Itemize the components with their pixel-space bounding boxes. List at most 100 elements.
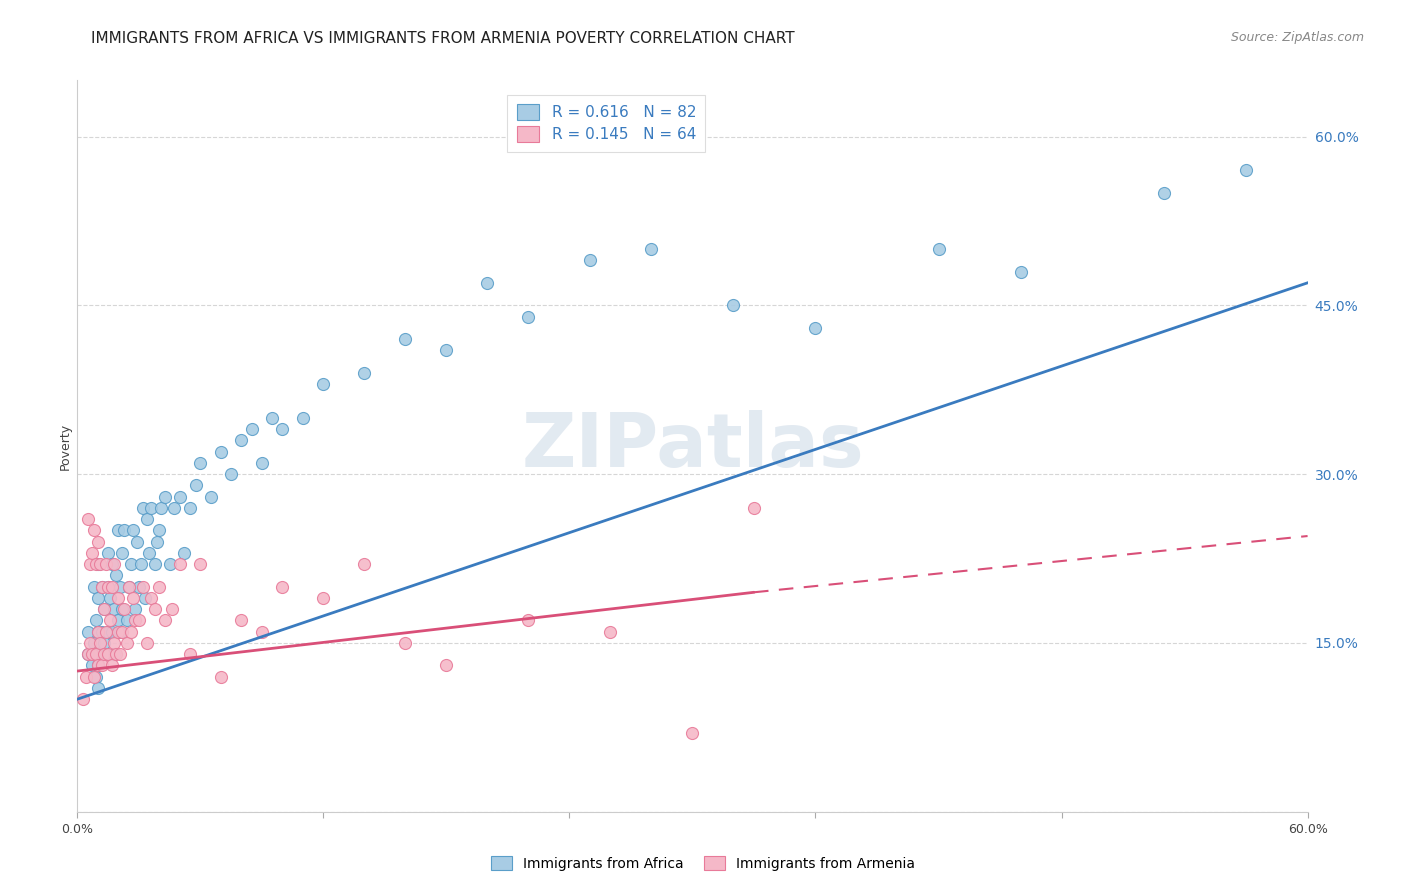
Point bbox=[101, 658, 124, 673]
Point bbox=[105, 568, 128, 582]
Point bbox=[80, 658, 103, 673]
Point bbox=[83, 524, 105, 538]
Text: ZIPatlas: ZIPatlas bbox=[522, 409, 863, 483]
Point bbox=[262, 410, 284, 425]
Point bbox=[115, 614, 138, 628]
Point bbox=[87, 591, 110, 605]
Point bbox=[93, 602, 115, 616]
Point bbox=[76, 647, 98, 661]
Point bbox=[107, 614, 129, 628]
Point bbox=[132, 580, 155, 594]
Point bbox=[128, 580, 150, 594]
Point bbox=[103, 602, 125, 616]
Point bbox=[169, 490, 191, 504]
Point bbox=[90, 658, 114, 673]
Point bbox=[579, 253, 602, 268]
Point bbox=[97, 546, 120, 560]
Point bbox=[353, 557, 375, 571]
Point bbox=[219, 467, 242, 482]
Point bbox=[640, 242, 662, 256]
Point bbox=[87, 534, 110, 549]
Point bbox=[250, 456, 273, 470]
Point bbox=[125, 534, 148, 549]
Point bbox=[76, 512, 98, 526]
Point bbox=[169, 557, 191, 571]
Point bbox=[179, 500, 201, 515]
Point bbox=[97, 624, 120, 639]
Point bbox=[250, 624, 273, 639]
Point bbox=[115, 636, 138, 650]
Point bbox=[159, 557, 181, 571]
Point bbox=[148, 524, 170, 538]
Point bbox=[141, 500, 163, 515]
Text: Source: ZipAtlas.com: Source: ZipAtlas.com bbox=[1230, 31, 1364, 45]
Point bbox=[87, 647, 110, 661]
Point bbox=[103, 647, 125, 661]
Point bbox=[136, 512, 159, 526]
Point bbox=[121, 524, 143, 538]
Point bbox=[312, 591, 335, 605]
Point bbox=[93, 636, 115, 650]
Point bbox=[80, 546, 103, 560]
Point bbox=[101, 580, 124, 594]
Point bbox=[136, 636, 159, 650]
Point bbox=[173, 546, 195, 560]
Point bbox=[517, 310, 540, 324]
Point bbox=[93, 647, 115, 661]
Point bbox=[83, 670, 105, 684]
Point bbox=[83, 580, 105, 594]
Point bbox=[97, 580, 120, 594]
Point bbox=[436, 343, 458, 358]
Point bbox=[124, 602, 146, 616]
Point bbox=[101, 624, 124, 639]
Point bbox=[148, 580, 170, 594]
Point bbox=[1234, 163, 1257, 178]
Point bbox=[209, 444, 232, 458]
Point bbox=[143, 602, 166, 616]
Legend: R = 0.616   N = 82, R = 0.145   N = 64: R = 0.616 N = 82, R = 0.145 N = 64 bbox=[508, 95, 706, 152]
Point bbox=[107, 624, 129, 639]
Point bbox=[271, 580, 294, 594]
Point bbox=[103, 557, 125, 571]
Point bbox=[179, 647, 201, 661]
Point bbox=[155, 614, 177, 628]
Point bbox=[117, 580, 139, 594]
Point bbox=[742, 500, 765, 515]
Point bbox=[155, 490, 177, 504]
Point bbox=[804, 321, 827, 335]
Point bbox=[124, 614, 146, 628]
Point bbox=[291, 410, 314, 425]
Text: IMMIGRANTS FROM AFRICA VS IMMIGRANTS FROM ARMENIA POVERTY CORRELATION CHART: IMMIGRANTS FROM AFRICA VS IMMIGRANTS FRO… bbox=[91, 31, 794, 46]
Point bbox=[110, 647, 132, 661]
Point bbox=[682, 726, 704, 740]
Point bbox=[103, 636, 125, 650]
Point bbox=[94, 647, 117, 661]
Point bbox=[120, 624, 142, 639]
Point bbox=[128, 614, 150, 628]
Point bbox=[121, 591, 143, 605]
Point bbox=[723, 298, 745, 312]
Point bbox=[110, 624, 132, 639]
Point bbox=[436, 658, 458, 673]
Point bbox=[517, 614, 540, 628]
Point bbox=[599, 624, 621, 639]
Point bbox=[200, 490, 222, 504]
Point bbox=[79, 636, 101, 650]
Point bbox=[114, 602, 136, 616]
Point bbox=[231, 434, 253, 448]
Point bbox=[90, 624, 114, 639]
Point bbox=[110, 580, 132, 594]
Point bbox=[84, 647, 107, 661]
Point bbox=[394, 332, 416, 346]
Point bbox=[150, 500, 173, 515]
Point bbox=[87, 557, 110, 571]
Point bbox=[87, 624, 110, 639]
Point bbox=[87, 658, 110, 673]
Point bbox=[84, 614, 107, 628]
Point bbox=[97, 647, 120, 661]
Point bbox=[94, 624, 117, 639]
Point bbox=[87, 658, 110, 673]
Point bbox=[114, 524, 136, 538]
Point bbox=[134, 591, 156, 605]
Point bbox=[120, 557, 142, 571]
